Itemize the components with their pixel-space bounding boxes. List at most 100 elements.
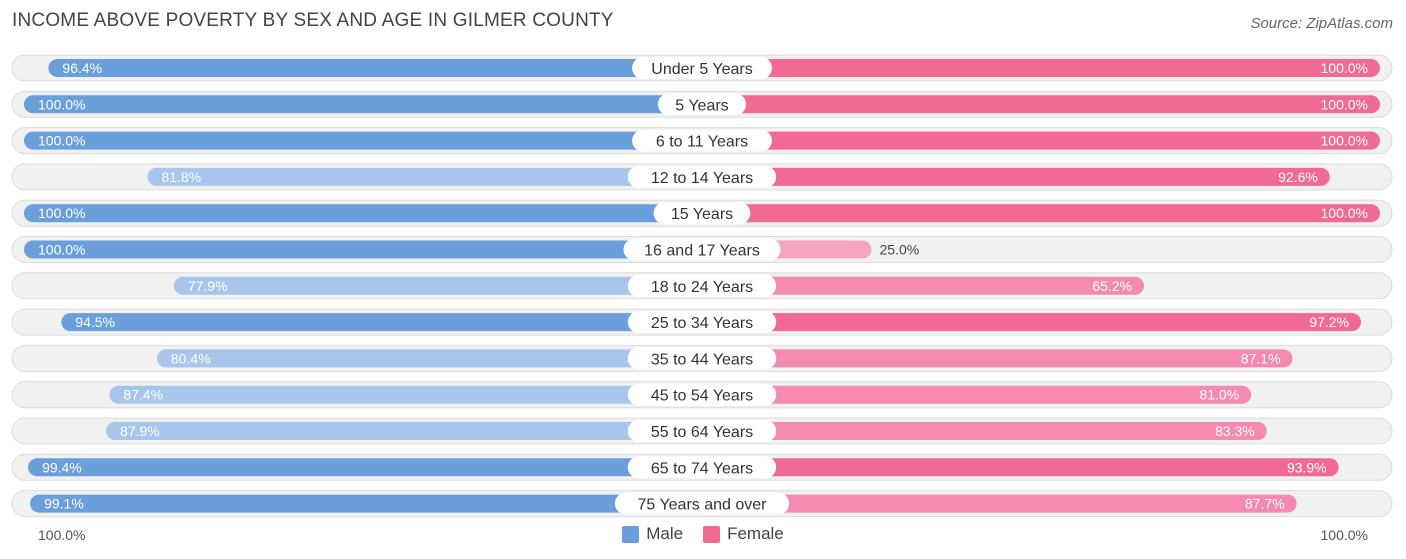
chart-row: 100.0% 25.0% 16 and 17 Years bbox=[11, 236, 1393, 263]
legend-label-female: Female bbox=[727, 524, 784, 543]
male-value-label: 99.1% bbox=[44, 496, 84, 512]
category-label-bg bbox=[614, 492, 790, 515]
category-label-bg bbox=[627, 383, 777, 406]
female-bar bbox=[702, 313, 1362, 332]
female-bar bbox=[702, 494, 1297, 513]
female-bar bbox=[702, 167, 1330, 186]
chart-row: 100.0% 100.0% 15 Years bbox=[11, 199, 1393, 227]
female-bar bbox=[702, 276, 1145, 295]
source-label: Source: ZipAtlas.com bbox=[1250, 15, 1393, 32]
chart-row: 94.5% 97.2% 25 to 34 Years bbox=[11, 308, 1393, 336]
chart-row: 80.4% 87.1% 35 to 44 Years bbox=[11, 344, 1393, 372]
male-value-label: 80.4% bbox=[171, 350, 211, 366]
male-bar bbox=[28, 458, 703, 477]
legend-label-male: Male bbox=[646, 524, 684, 543]
category-label-bg bbox=[627, 165, 777, 188]
female-bar bbox=[702, 204, 1380, 223]
male-value-label: 77.9% bbox=[188, 278, 228, 294]
female-bar bbox=[702, 422, 1267, 440]
chart-row: 99.1% 87.7% 75 Years and over bbox=[11, 490, 1393, 518]
female-value-label: 83.3% bbox=[1215, 423, 1255, 439]
category-label: 12 to 14 Years bbox=[651, 170, 753, 187]
category-label: 75 Years and over bbox=[638, 497, 768, 514]
chart-row: 77.9% 65.2% 18 to 24 Years bbox=[11, 272, 1393, 300]
category-label-bg bbox=[632, 57, 772, 79]
category-label: 55 to 64 Years bbox=[651, 424, 753, 441]
male-value-label: 100.0% bbox=[38, 242, 85, 258]
male-bar bbox=[24, 204, 702, 223]
category-label: 16 and 17 Years bbox=[644, 243, 760, 260]
category-label: 5 Years bbox=[675, 97, 728, 114]
male-bar bbox=[109, 385, 703, 404]
legend-swatch-female bbox=[703, 525, 721, 543]
category-label: 6 to 11 Years bbox=[656, 134, 748, 151]
category-label-bg bbox=[627, 347, 777, 370]
male-bar bbox=[147, 167, 702, 186]
female-bar bbox=[702, 458, 1339, 477]
male-value-label: 99.4% bbox=[42, 459, 82, 475]
male-bar bbox=[48, 59, 702, 77]
legend-swatch-male bbox=[622, 525, 640, 543]
female-value-label: 81.0% bbox=[1199, 387, 1239, 403]
female-value-label: 87.7% bbox=[1245, 496, 1285, 512]
chart-row: 100.0% 100.0% 5 Years bbox=[11, 90, 1393, 118]
male-value-label: 81.8% bbox=[161, 169, 201, 185]
female-bar bbox=[702, 385, 1252, 404]
female-value-label: 100.0% bbox=[1321, 96, 1368, 112]
chart-row: 81.8% 92.6% 12 to 14 Years bbox=[11, 163, 1393, 191]
female-value-label: 25.0% bbox=[880, 242, 920, 258]
female-value-label: 100.0% bbox=[1321, 60, 1368, 76]
female-bar bbox=[702, 59, 1380, 77]
axis-right-label: 100.0% bbox=[1320, 527, 1368, 543]
male-bar bbox=[173, 276, 702, 295]
female-value-label: 65.2% bbox=[1092, 278, 1132, 294]
category-label: 18 to 24 Years bbox=[651, 279, 753, 296]
male-bar bbox=[61, 313, 703, 332]
female-value-label: 93.9% bbox=[1287, 459, 1327, 475]
category-label-bg bbox=[627, 311, 777, 334]
male-bar bbox=[156, 349, 702, 368]
category-label-bg bbox=[627, 274, 777, 297]
male-bar bbox=[24, 240, 702, 259]
female-value-label: 97.2% bbox=[1309, 314, 1349, 330]
category-label-bg bbox=[653, 202, 751, 225]
male-value-label: 96.4% bbox=[62, 60, 102, 76]
male-bar bbox=[24, 131, 702, 150]
axis-left-label: 100.0% bbox=[38, 527, 86, 543]
chart-row: 99.4% 93.9% 65 to 74 Years bbox=[11, 453, 1393, 481]
category-label: 45 to 54 Years bbox=[651, 388, 753, 405]
chart-row: 96.4% 100.0% Under 5 Years bbox=[11, 54, 1393, 82]
male-value-label: 100.0% bbox=[38, 133, 85, 149]
legend: Male Female bbox=[0, 524, 1406, 544]
legend-item-male: Male bbox=[622, 524, 683, 544]
chart-row: 100.0% 100.0% 6 to 11 Years bbox=[11, 127, 1393, 155]
category-label: 25 to 34 Years bbox=[651, 315, 753, 332]
category-label-bg bbox=[627, 456, 777, 479]
legend-item-female: Female bbox=[703, 524, 784, 544]
category-label-bg bbox=[657, 93, 747, 116]
chart-row: 87.9% 83.3% 55 to 64 Years bbox=[11, 417, 1393, 445]
female-bar bbox=[702, 131, 1380, 150]
category-label-bg bbox=[632, 129, 772, 152]
category-label-bg bbox=[627, 420, 777, 442]
category-label-bg bbox=[623, 238, 781, 261]
female-value-label: 92.6% bbox=[1278, 169, 1318, 185]
chart-row: 87.4% 81.0% 45 to 54 Years bbox=[11, 381, 1393, 409]
category-label: 15 Years bbox=[671, 206, 733, 223]
female-value-label: 100.0% bbox=[1321, 133, 1368, 149]
male-value-label: 100.0% bbox=[38, 96, 85, 112]
male-value-label: 94.5% bbox=[75, 314, 115, 330]
male-bar bbox=[106, 422, 702, 440]
female-value-label: 100.0% bbox=[1321, 205, 1368, 221]
female-bar bbox=[702, 349, 1293, 368]
male-bar bbox=[24, 95, 702, 114]
male-value-label: 87.9% bbox=[120, 423, 160, 439]
category-label: Under 5 Years bbox=[651, 61, 752, 78]
male-value-label: 100.0% bbox=[38, 205, 85, 221]
male-value-label: 87.4% bbox=[123, 387, 163, 403]
female-value-label: 87.1% bbox=[1241, 350, 1281, 366]
female-bar bbox=[702, 95, 1380, 114]
category-label: 35 to 44 Years bbox=[651, 351, 753, 368]
category-label: 65 to 74 Years bbox=[651, 460, 753, 477]
